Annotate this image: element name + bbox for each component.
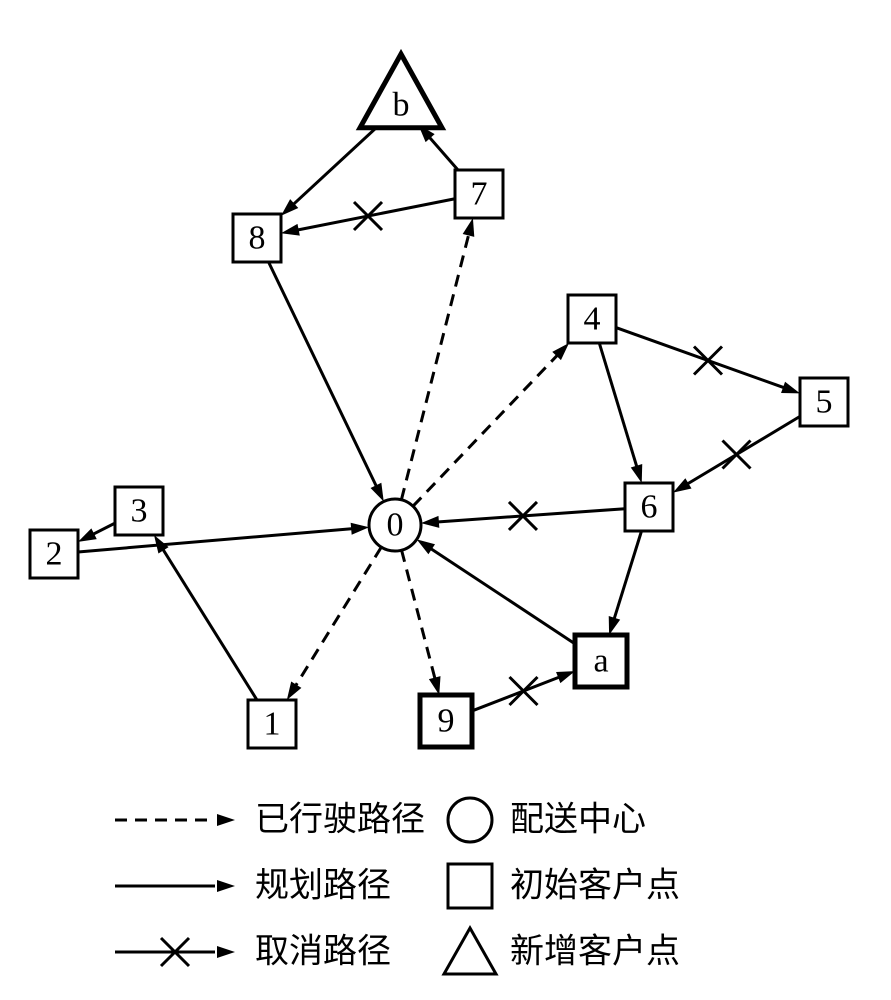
- nodes-layer: 0 1 2 3 4 5 6 7 8 9 a b: [30, 54, 848, 748]
- edge-a-0: [417, 539, 575, 644]
- edge-0-1: [287, 547, 381, 700]
- legend-line-cross: 取消路径: [115, 933, 391, 971]
- edge-0-7: [401, 218, 474, 500]
- node-6: 6: [625, 483, 673, 531]
- edge-0-9: [402, 550, 441, 695]
- edge-7-8: [281, 199, 455, 236]
- edge-1-3: [154, 535, 257, 700]
- node-label-2: 2: [46, 536, 63, 573]
- legend: 已行驶路径规划路径取消路径 配送中心初始客户点新增客户点: [115, 798, 680, 974]
- node-7: 7: [455, 170, 503, 218]
- edge-7-b: [418, 125, 458, 170]
- node-label-6: 6: [641, 489, 658, 526]
- edge-6-a: [609, 531, 642, 635]
- node-3: 3: [115, 487, 163, 535]
- node-4: 4: [568, 295, 616, 343]
- legend-label: 规划路径: [255, 867, 391, 905]
- edge-8-0: [269, 262, 384, 502]
- legend-shape-square: 初始客户点: [448, 864, 680, 908]
- edge-3-2: [78, 523, 115, 542]
- node-5: 5: [800, 378, 848, 426]
- node-label-5: 5: [816, 384, 833, 421]
- node-label-b: b: [393, 86, 410, 123]
- edge-5-6: [673, 416, 800, 492]
- node-2: 2: [30, 530, 78, 578]
- legend-label: 新增客户点: [510, 933, 680, 971]
- node-label-8: 8: [249, 220, 266, 257]
- node-label-7: 7: [471, 176, 488, 213]
- node-label-0: 0: [387, 507, 404, 544]
- legend-shape-circle: 配送中心: [448, 798, 646, 842]
- edge-6-0: [421, 502, 625, 530]
- legend-label: 初始客户点: [510, 867, 680, 905]
- node-label-a: a: [593, 643, 608, 680]
- edge-0-4: [413, 343, 569, 506]
- node-8: 8: [233, 214, 281, 262]
- node-0: 0: [369, 499, 421, 551]
- node-a: a: [575, 635, 627, 687]
- node-label-1: 1: [264, 706, 281, 743]
- edge-4-5: [616, 328, 800, 394]
- node-label-9: 9: [438, 703, 455, 740]
- legend-label: 已行驶路径: [255, 801, 425, 839]
- node-9: 9: [420, 695, 472, 747]
- node-b: b: [360, 54, 442, 128]
- node-1: 1: [248, 700, 296, 748]
- legend-shape-triangle: 新增客户点: [444, 928, 680, 974]
- edge-9-a: [472, 671, 575, 711]
- legend-line-solid: 规划路径: [115, 867, 391, 905]
- legend-line-dashed: 已行驶路径: [115, 801, 425, 839]
- edges-layer: [78, 123, 800, 711]
- edge-4-6: [599, 343, 642, 483]
- legend-label: 取消路径: [255, 933, 391, 971]
- node-label-3: 3: [131, 493, 148, 530]
- node-label-4: 4: [584, 301, 601, 338]
- edge-b-8: [281, 123, 382, 216]
- legend-label: 配送中心: [510, 801, 646, 839]
